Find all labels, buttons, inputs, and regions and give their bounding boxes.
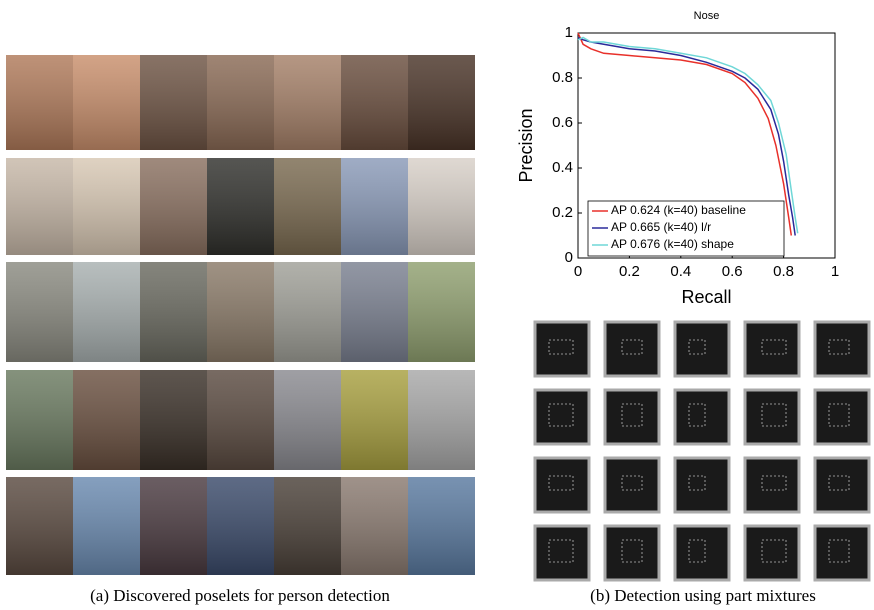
filter-tile [815,458,869,512]
filter-tile [675,526,729,580]
filter-tile [535,322,589,376]
poselet-shade [408,158,475,255]
poselet-shade [274,477,341,575]
filter-tile [745,322,799,376]
filter-tile [605,458,659,512]
filter-tile [605,322,659,376]
legend-label: AP 0.676 (k=40) shape [611,237,734,251]
poselet-shade [341,370,408,470]
y-tick-label: 1 [565,24,573,41]
caption: (a) Discovered poselets for person detec… [90,586,390,605]
poselet-shade [207,55,274,150]
poselet-shade [274,262,341,362]
x-axis-label: Recall [681,287,731,307]
poselet-shade [274,55,341,150]
legend-label: AP 0.624 (k=40) baseline [611,203,746,217]
poselet-shade [207,158,274,255]
poselet-shade [73,262,140,362]
poselet-shade [408,477,475,575]
poselet-shade [6,55,73,150]
poselet-shade [408,262,475,362]
poselet-shade [408,55,475,150]
mixture-grid [535,322,869,580]
y-tick-label: 0.2 [552,204,573,221]
poselet-shade [6,370,73,470]
filter-tile [815,526,869,580]
poselet-shade [140,477,207,575]
filter-tile [815,390,869,444]
filter-tile [815,322,869,376]
poselet-shade [341,158,408,255]
poselet-grid [6,55,475,575]
filter-tile [605,390,659,444]
x-tick-label: 0 [574,263,582,280]
x-tick-label: 1 [831,263,839,280]
poselet-shade [6,262,73,362]
y-tick-label: 0.6 [552,114,573,131]
poselet-shade [207,477,274,575]
y-axis-label: Precision [516,108,536,182]
figure: Nose Recall Precision 0 0.2 0.4 0.6 0.8 1 0 0.2 0.4… [0,0,874,610]
x-tick-label: 0.8 [773,263,794,280]
x-tick-label: 0.2 [619,263,640,280]
filter-tile [675,458,729,512]
filter-tile [745,390,799,444]
filter-tile [535,526,589,580]
filter-tile [605,526,659,580]
poselet-shade [341,55,408,150]
poselet-shade [73,477,140,575]
poselet-shade [207,370,274,470]
poselet-shade [73,55,140,150]
chart-title: Nose [694,10,720,22]
filter-tile [535,458,589,512]
y-tick-label: 0 [565,249,573,266]
poselet-shade [207,262,274,362]
legend-label: AP 0.665 (k=40) l/r [611,220,711,234]
poselet-shade [408,370,475,470]
poselet-shade [341,477,408,575]
y-tick-label: 0.8 [552,69,573,86]
filter-tile [745,526,799,580]
poselet-shade [274,158,341,255]
poselet-shade [140,158,207,255]
filter-tile [675,322,729,376]
poselet-shade [274,370,341,470]
poselet-shade [73,158,140,255]
poselet-shade [73,370,140,470]
poselet-shade [140,55,207,150]
poselet-shade [6,477,73,575]
poselet-shade [140,262,207,362]
page: {"chart_data": {"type": "line", "title":… [0,0,874,610]
filter-tile [745,458,799,512]
poselet-shade [341,262,408,362]
poselet-shade [6,158,73,255]
filter-tile [535,390,589,444]
x-tick-label: 0.6 [722,263,743,280]
filter-tile [675,390,729,444]
pr-chart: Nose Recall Precision 0 0.2 0.4 0.6 0.8 1 0 0.2 0.4… [516,10,839,307]
poselet-shade [140,370,207,470]
x-tick-label: 0.4 [670,263,691,280]
y-tick-label: 0.4 [552,159,573,176]
caption: (b) Detection using part mixtures [590,586,816,605]
